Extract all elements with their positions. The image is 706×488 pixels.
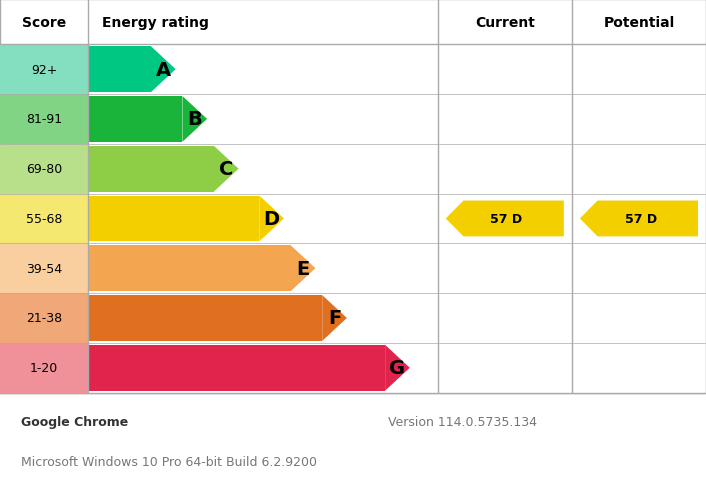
Text: F: F: [328, 309, 341, 328]
Text: 55-68: 55-68: [26, 212, 62, 225]
Text: Version 114.0.5735.134: Version 114.0.5735.134: [388, 415, 537, 428]
Text: 21-38: 21-38: [26, 312, 62, 325]
Text: 69-80: 69-80: [26, 163, 62, 176]
Bar: [0, 194, 88, 244]
Bar: [88, 246, 291, 291]
Polygon shape: [322, 296, 347, 341]
Polygon shape: [214, 146, 239, 192]
Text: 39-54: 39-54: [26, 262, 62, 275]
Polygon shape: [385, 345, 409, 391]
Bar: [0, 45, 88, 95]
Bar: [0, 144, 88, 194]
Text: E: E: [297, 259, 310, 278]
Bar: [88, 345, 385, 391]
Bar: [0, 343, 88, 393]
Text: A: A: [156, 61, 171, 80]
Text: 81-91: 81-91: [26, 113, 62, 126]
Polygon shape: [259, 196, 284, 242]
Bar: [88, 296, 322, 341]
Polygon shape: [151, 47, 176, 93]
Text: B: B: [187, 110, 202, 129]
Text: Microsoft Windows 10 Pro 64-bit Build 6.2.9200: Microsoft Windows 10 Pro 64-bit Build 6.…: [21, 455, 317, 468]
Text: G: G: [390, 359, 405, 378]
Polygon shape: [445, 201, 564, 237]
Bar: [0, 244, 88, 293]
Text: 57 D: 57 D: [625, 212, 657, 225]
Bar: [88, 97, 182, 142]
Bar: [0, 95, 88, 144]
Text: Google Chrome: Google Chrome: [21, 415, 128, 428]
Bar: [88, 47, 151, 93]
Polygon shape: [580, 201, 698, 237]
Text: Current: Current: [475, 16, 534, 30]
Bar: [88, 196, 259, 242]
Text: C: C: [219, 160, 234, 179]
Text: Potential: Potential: [604, 16, 674, 30]
Text: 57 D: 57 D: [491, 212, 522, 225]
Text: Energy rating: Energy rating: [102, 16, 209, 30]
Polygon shape: [291, 246, 316, 291]
Polygon shape: [182, 97, 207, 142]
Bar: [0, 293, 88, 343]
Text: 1-20: 1-20: [30, 362, 59, 374]
Text: D: D: [263, 209, 280, 228]
Bar: [88, 146, 214, 192]
Text: 92+: 92+: [31, 63, 57, 77]
Text: Score: Score: [22, 16, 66, 30]
